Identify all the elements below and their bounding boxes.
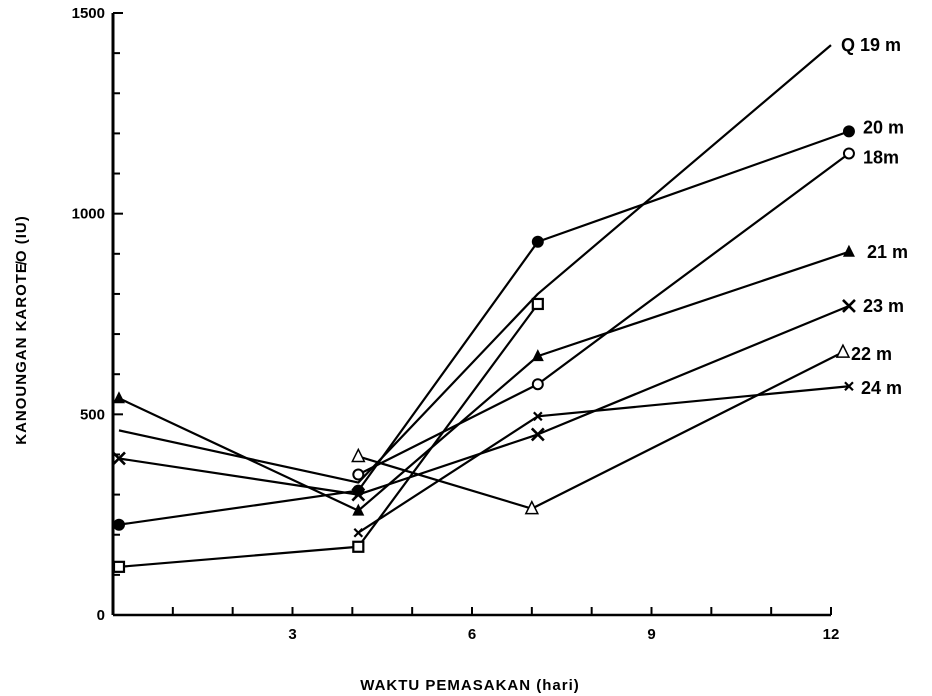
series-label: 18m xyxy=(863,147,899,167)
data-point xyxy=(533,411,543,422)
data-point xyxy=(842,244,855,257)
data-point xyxy=(844,381,854,392)
y-tick-label: 500 xyxy=(80,406,105,423)
series-markers xyxy=(112,125,856,573)
series-line xyxy=(357,152,850,476)
series-label: 21 m xyxy=(867,242,908,262)
data-point xyxy=(531,235,544,248)
series-line xyxy=(118,130,850,526)
data-point xyxy=(352,540,365,553)
x-tick-label: 3 xyxy=(288,626,296,643)
series-line xyxy=(118,250,850,512)
data-point xyxy=(352,468,365,481)
series-label: 22 m xyxy=(851,344,892,364)
data-point xyxy=(835,343,851,358)
y-tick-label: 1500 xyxy=(72,5,105,22)
series-labels: Q 19 m 20 m 18m 21 m 23 m 22 m 24 m xyxy=(841,35,908,398)
x-tick-label: 12 xyxy=(823,626,840,643)
data-point xyxy=(112,560,126,573)
data-point xyxy=(112,391,125,404)
series-line xyxy=(118,304,850,496)
y-tick-label: 0 xyxy=(97,607,105,624)
data-point xyxy=(351,487,366,502)
data-point xyxy=(112,518,125,531)
series-label: Q 19 m xyxy=(841,35,901,55)
data-point xyxy=(112,451,126,466)
data-point xyxy=(531,297,544,311)
data-point xyxy=(531,378,544,391)
y-tick-label: 1000 xyxy=(72,206,105,223)
data-point xyxy=(531,349,544,362)
series-label: 24 m xyxy=(861,378,902,398)
series-lines xyxy=(118,44,850,568)
x-tick-label: 9 xyxy=(647,626,655,643)
x-axis-title: WAKTU PEMASAKAN (hari) xyxy=(360,677,580,694)
data-point xyxy=(842,147,855,160)
data-point xyxy=(352,484,365,497)
data-point xyxy=(842,299,856,313)
data-point xyxy=(353,527,364,538)
data-point xyxy=(530,427,545,442)
series-line xyxy=(118,44,832,484)
tick-labels: 3 6 9 12 0 500 1000 1500 xyxy=(72,5,840,643)
series-line xyxy=(118,303,539,568)
data-point xyxy=(524,499,540,515)
series-label: 23 m xyxy=(863,296,904,316)
data-point xyxy=(351,447,366,463)
data-point xyxy=(352,503,365,516)
axes xyxy=(111,12,832,617)
y-axis-title: KANOUNGAN KAROTE̸O (IU) xyxy=(13,215,30,445)
series-label: 20 m xyxy=(863,117,904,137)
x-tick-label: 6 xyxy=(468,626,476,643)
data-point xyxy=(842,125,855,138)
